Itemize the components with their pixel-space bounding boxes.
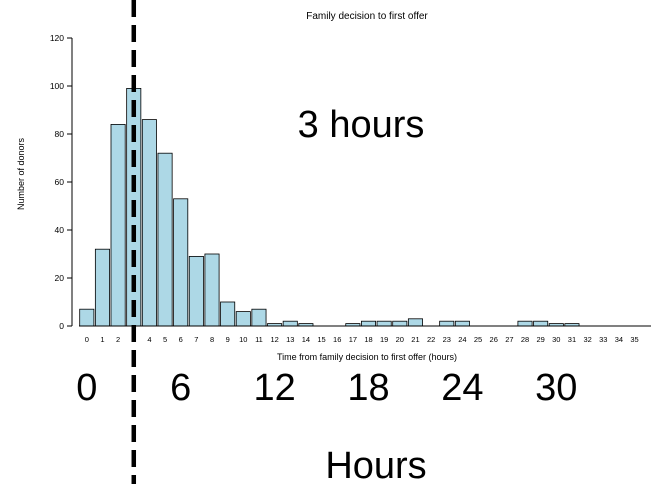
x-tick-label-12: 12: [270, 335, 278, 344]
annotation-3-hours: 3 hours: [298, 104, 425, 146]
bar-11: [251, 308, 267, 327]
hours-tick-12: 12: [253, 367, 295, 409]
bar-10: [235, 311, 251, 327]
x-tick-label-25: 25: [474, 335, 482, 344]
x-tick-label-2: 2: [116, 335, 120, 344]
x-tick-label-27: 27: [505, 335, 513, 344]
bar-20: [392, 320, 408, 327]
x-tick-label-30: 30: [552, 335, 560, 344]
x-tick-label-19: 19: [380, 335, 388, 344]
x-tick-label-22: 22: [427, 335, 435, 344]
y-tick-label-0: 0: [59, 321, 64, 331]
x-tick-label-10: 10: [239, 335, 247, 344]
y-tick-label-60: 60: [55, 177, 65, 187]
x-tick-label-23: 23: [443, 335, 451, 344]
x-tick-label-17: 17: [349, 335, 357, 344]
x-tick-label-31: 31: [568, 335, 576, 344]
y-tick-label-20: 20: [55, 273, 65, 283]
hours-tick-30: 30: [535, 367, 577, 409]
x-tick-label-6: 6: [179, 335, 183, 344]
x-tick-label-29: 29: [537, 335, 545, 344]
y-axis-label: Number of donors: [16, 137, 26, 210]
x-tick-label-16: 16: [333, 335, 341, 344]
plot-area: 0123456789101112131415161718192021222324…: [50, 0, 651, 484]
y-tick-label-80: 80: [55, 129, 65, 139]
hours-axis-label: Hours: [325, 445, 426, 484]
x-tick-label-32: 32: [583, 335, 591, 344]
x-axis-label: Time from family decision to first offer…: [277, 352, 457, 362]
x-tick-label-21: 21: [411, 335, 419, 344]
x-tick-label-35: 35: [630, 335, 638, 344]
x-tick-label-33: 33: [599, 335, 607, 344]
x-tick-label-11: 11: [255, 335, 263, 344]
bar-4: [141, 119, 157, 327]
bar-5: [157, 152, 173, 327]
bar-21: [407, 318, 423, 327]
bar-24: [454, 320, 470, 327]
x-tick-label-18: 18: [364, 335, 372, 344]
hours-tick-18: 18: [347, 367, 389, 409]
x-tick-label-14: 14: [302, 335, 310, 344]
x-tick-label-1: 1: [100, 335, 104, 344]
x-tick-label-9: 9: [226, 335, 230, 344]
hours-tick-24: 24: [441, 367, 483, 409]
hours-tick-6: 6: [170, 367, 191, 409]
x-tick-label-0: 0: [85, 335, 89, 344]
x-tick-label-26: 26: [490, 335, 498, 344]
x-tick-label-8: 8: [210, 335, 214, 344]
bar-28: [517, 320, 533, 327]
x-tick-label-34: 34: [615, 335, 623, 344]
x-tick-label-15: 15: [317, 335, 325, 344]
hours-axis: 0 6 12 18 24 30: [76, 367, 577, 409]
x-tick-label-20: 20: [396, 335, 404, 344]
bar-2: [110, 124, 126, 327]
x-tick-label-4: 4: [147, 335, 151, 344]
bar-7: [188, 255, 204, 327]
x-tick-label-28: 28: [521, 335, 529, 344]
y-tick-label-100: 100: [50, 81, 64, 91]
hours-tick-0: 0: [76, 367, 97, 409]
x-tick-label-24: 24: [458, 335, 466, 344]
bar-23: [439, 320, 455, 327]
y-tick-label-40: 40: [55, 225, 65, 235]
x-tick-label-7: 7: [194, 335, 198, 344]
bar-1: [94, 248, 110, 327]
bar-18: [360, 320, 376, 327]
bar-8: [204, 253, 220, 327]
bar-9: [220, 301, 236, 327]
x-tick-label-5: 5: [163, 335, 167, 344]
bar-19: [376, 320, 392, 327]
x-tick-label-13: 13: [286, 335, 294, 344]
y-tick-label-120: 120: [50, 33, 64, 43]
bar-29: [533, 320, 549, 327]
bar-6: [173, 198, 189, 327]
chart-title: Family decision to first offer: [306, 11, 428, 22]
bar-0: [79, 308, 95, 327]
bar-13: [282, 320, 298, 327]
